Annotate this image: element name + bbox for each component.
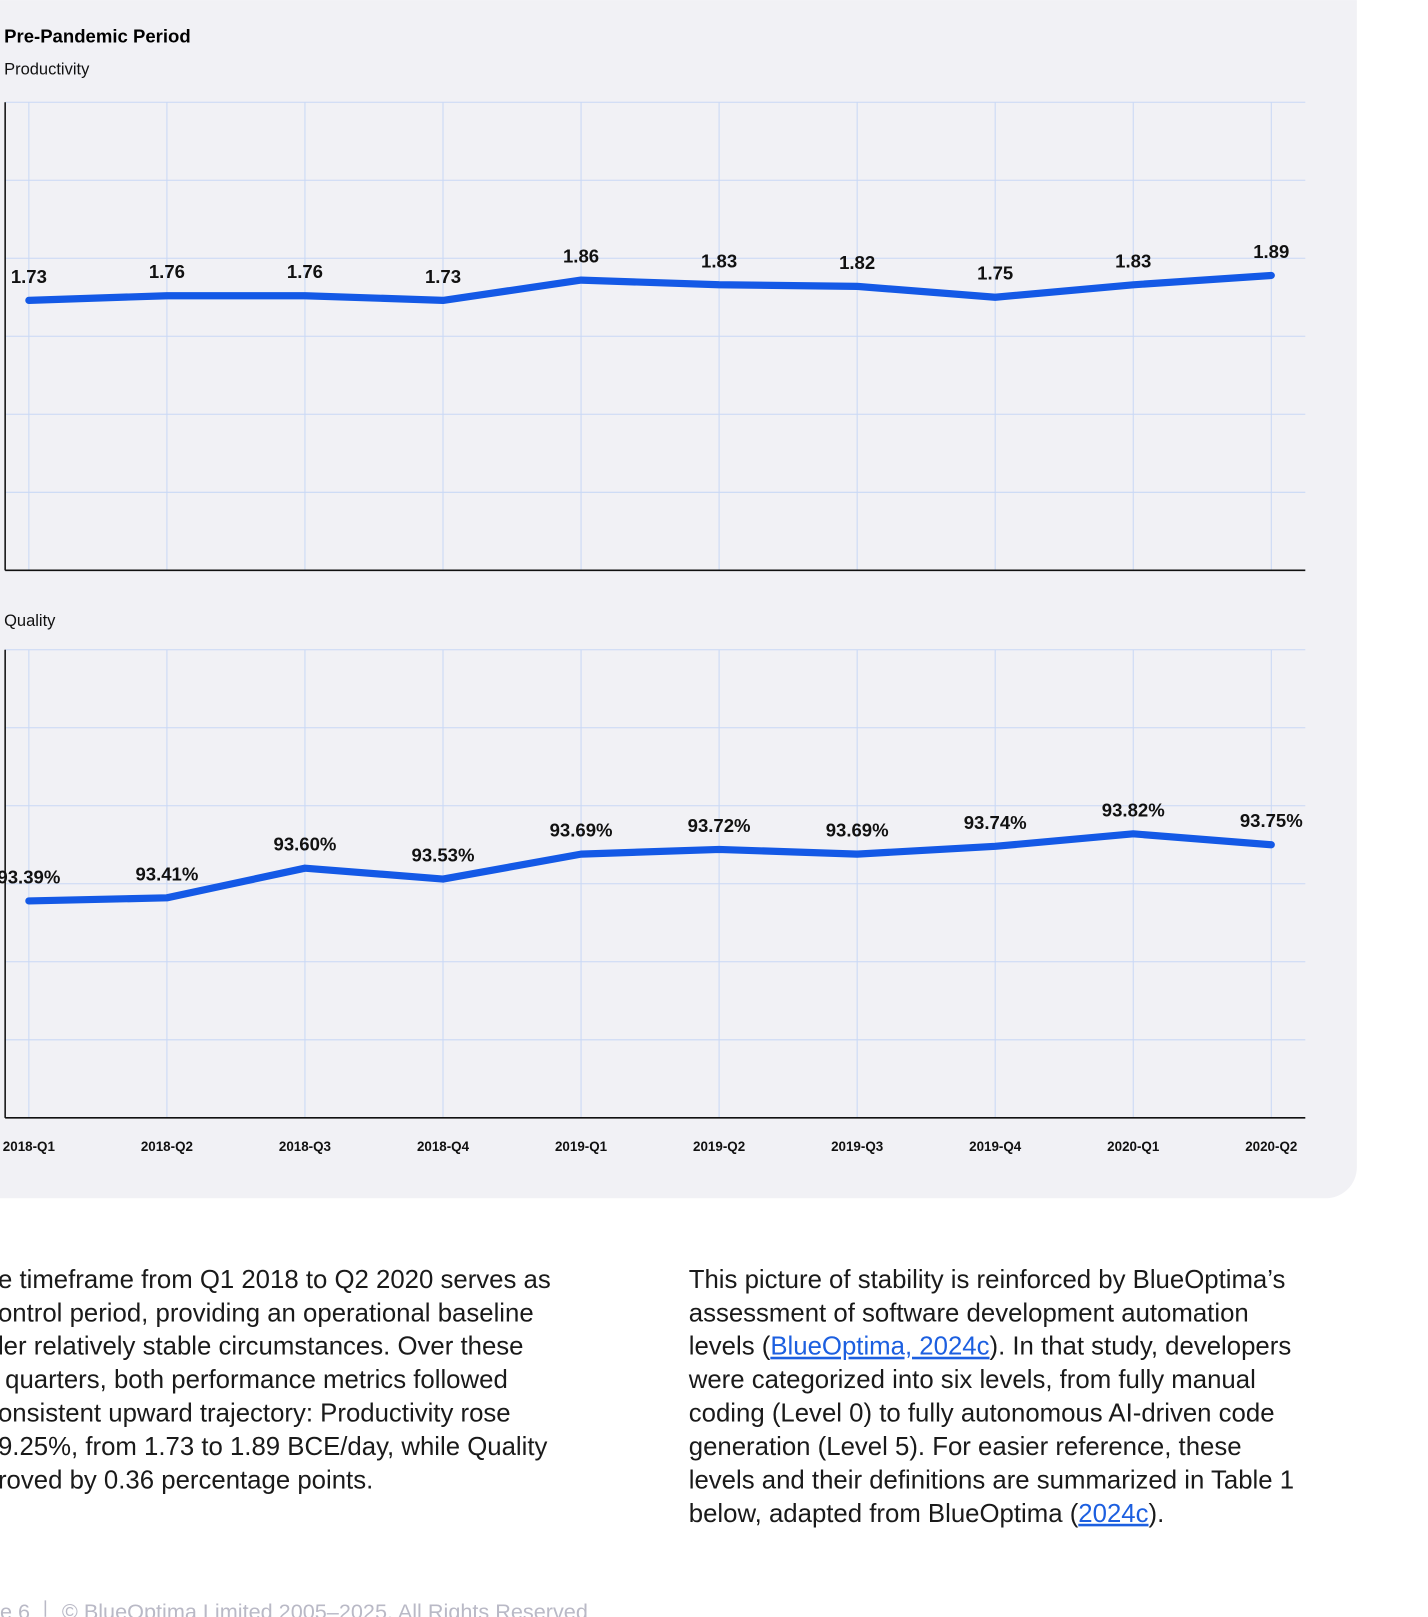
x-tick-label: 2018-Q1: [3, 1139, 56, 1154]
data-label: 93.69%: [550, 820, 613, 841]
data-label: 93.41%: [135, 863, 198, 884]
footer-page: e 6: [0, 1599, 30, 1617]
text-run: levels (: [689, 1333, 771, 1361]
paragraph-line: below, adapted from BlueOptima (2024c).: [689, 1500, 1165, 1528]
text-run: roved by 0.36 percentage points.: [0, 1466, 373, 1494]
x-tick-label: 2018-Q4: [417, 1139, 470, 1154]
x-tick-label: 2018-Q2: [141, 1139, 193, 1154]
paragraph-line: levels and their definitions are summari…: [689, 1466, 1294, 1494]
text-run: coding (Level 0) to fully autonomous AI-…: [689, 1400, 1275, 1428]
panel-title: Pre-Pandemic Period: [4, 25, 191, 46]
x-tick-label: 2018-Q3: [279, 1139, 331, 1154]
paragraph-line: ontrol period, providing an operational …: [0, 1299, 534, 1327]
citation-link[interactable]: BlueOptima, 2024c: [770, 1333, 989, 1361]
chart-title: Quality: [4, 612, 56, 630]
data-label: 1.82: [839, 252, 875, 273]
x-tick-label: 2019-Q1: [555, 1139, 608, 1154]
paragraph-line: generation (Level 5). For easier referen…: [689, 1433, 1242, 1461]
x-tick-label: 2019-Q3: [831, 1139, 883, 1154]
text-run: below, adapted from BlueOptima (: [689, 1500, 1079, 1528]
data-label: 1.89: [1253, 241, 1289, 262]
text-run: 9.25%, from 1.73 to 1.89 BCE/day, while …: [0, 1433, 548, 1461]
data-label: 93.60%: [274, 834, 337, 855]
paragraph-line: levels (BlueOptima, 2024c). In that stud…: [689, 1333, 1291, 1361]
paragraph-line: onsistent upward trajectory: Productivit…: [0, 1400, 511, 1428]
text-run: ler relatively stable circumstances. Ove…: [0, 1333, 523, 1361]
x-tick-label: 2020-Q2: [1245, 1139, 1297, 1154]
x-tick-label: 2019-Q4: [969, 1139, 1022, 1154]
text-run: e timeframe from Q1 2018 to Q2 2020 serv…: [0, 1266, 551, 1294]
x-tick-label: 2019-Q2: [693, 1139, 745, 1154]
data-label: 93.53%: [412, 845, 475, 866]
data-label: 1.76: [287, 261, 323, 282]
text-run: were categorized into six levels, from f…: [688, 1366, 1256, 1394]
data-label: 1.76: [149, 261, 185, 282]
text-run: generation (Level 5). For easier referen…: [689, 1433, 1242, 1461]
data-label: 93.69%: [826, 820, 889, 841]
paragraph-line: ler relatively stable circumstances. Ove…: [0, 1333, 523, 1361]
paragraph-line: e timeframe from Q1 2018 to Q2 2020 serv…: [0, 1266, 551, 1294]
text-run: onsistent upward trajectory: Productivit…: [0, 1400, 511, 1428]
data-label: 1.86: [563, 246, 599, 267]
paragraph-line: assessment of software development autom…: [689, 1299, 1249, 1327]
footer-copyright: © BlueOptima Limited 2005–2025. All Righ…: [62, 1599, 588, 1617]
data-label: 1.73: [425, 266, 461, 287]
text-run: ).: [1149, 1500, 1165, 1528]
x-tick-label: 2020-Q1: [1107, 1139, 1160, 1154]
data-label: 93.74%: [964, 812, 1027, 833]
data-label: 93.39%: [0, 866, 60, 887]
data-label: 1.75: [977, 263, 1013, 284]
text-run: levels and their definitions are summari…: [689, 1466, 1294, 1494]
paragraph-line: This picture of stability is reinforced …: [689, 1266, 1286, 1294]
paragraph-line: 9.25%, from 1.73 to 1.89 BCE/day, while …: [0, 1433, 548, 1461]
paragraph-line: were categorized into six levels, from f…: [688, 1366, 1256, 1394]
data-label: 93.72%: [688, 815, 751, 836]
data-line: [25, 830, 1275, 905]
text-run: This picture of stability is reinforced …: [689, 1266, 1286, 1294]
data-line: [25, 271, 1275, 305]
text-run: ontrol period, providing an operational …: [0, 1299, 534, 1327]
data-label: 93.82%: [1102, 799, 1165, 820]
text-run: assessment of software development autom…: [689, 1299, 1249, 1327]
data-label: 1.83: [701, 250, 737, 271]
paragraph-line: coding (Level 0) to fully autonomous AI-…: [689, 1400, 1275, 1428]
paragraph-line: roved by 0.36 percentage points.: [0, 1466, 373, 1494]
text-run: ). In that study, developers: [990, 1333, 1292, 1361]
text-run: quarters, both performance metrics follo…: [0, 1366, 508, 1394]
data-label: 1.73: [11, 266, 47, 287]
chart-title: Productivity: [4, 60, 90, 78]
citation-link[interactable]: 2024c: [1078, 1500, 1148, 1528]
paragraph-line: quarters, both performance metrics follo…: [0, 1366, 508, 1394]
data-label: 93.75%: [1240, 810, 1303, 831]
data-label: 1.83: [1115, 250, 1151, 271]
